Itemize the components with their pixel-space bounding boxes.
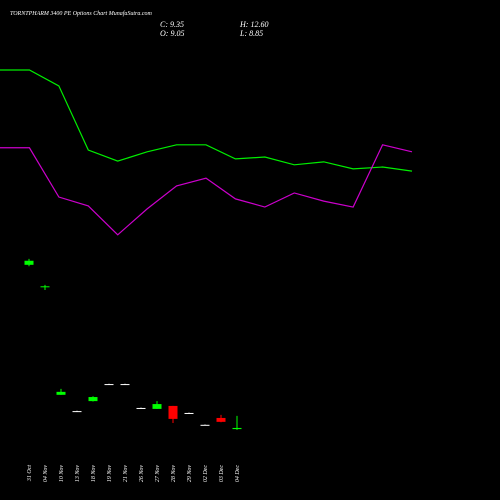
candle-body	[200, 424, 210, 426]
x-tick-label: 04 Nov	[42, 465, 49, 483]
x-tick-label: 19 Nov	[107, 465, 113, 483]
candle-body	[72, 411, 82, 413]
candle-body	[120, 384, 130, 386]
x-tick-label: 03 Dec	[219, 465, 225, 482]
x-tick-label: 27 Nov	[155, 465, 161, 483]
x-tick-label: 28 Nov	[171, 465, 177, 483]
x-tick-label: 29 Nov	[187, 465, 193, 483]
high-label: H: 12.60	[239, 20, 268, 29]
candle-body	[104, 384, 114, 386]
candle-body	[216, 417, 226, 422]
x-tick-label: 10 Nov	[59, 465, 65, 483]
candle-body	[56, 391, 66, 395]
close-label: C: 9.35	[160, 20, 184, 29]
candle-body	[152, 404, 162, 409]
chart-title: TORNTPHARM 3400 PE Options Chart MunafaS…	[10, 10, 153, 17]
candle-body	[40, 286, 50, 288]
x-tick-label: 02 Dec	[203, 465, 209, 482]
open-label: O: 9.05	[160, 29, 184, 38]
indicator-line	[0, 144, 413, 236]
x-tick-label: 26 Nov	[139, 465, 145, 483]
candle-body	[88, 397, 98, 402]
x-tick-label: 13 Nov	[75, 465, 81, 483]
low-label: L: 8.85	[239, 29, 263, 38]
candle-body	[184, 412, 194, 414]
x-tick-label: 21 Nov	[123, 465, 129, 483]
candle-body	[24, 260, 34, 265]
candle-body	[136, 407, 146, 409]
candle-body	[168, 405, 178, 419]
x-tick-label: 18 Nov	[91, 465, 97, 483]
x-tick-label: 04 Dec	[234, 465, 241, 482]
indicator-line	[0, 69, 413, 172]
x-tick-label: 31 Oct	[27, 465, 33, 482]
candle-body	[232, 427, 242, 430]
